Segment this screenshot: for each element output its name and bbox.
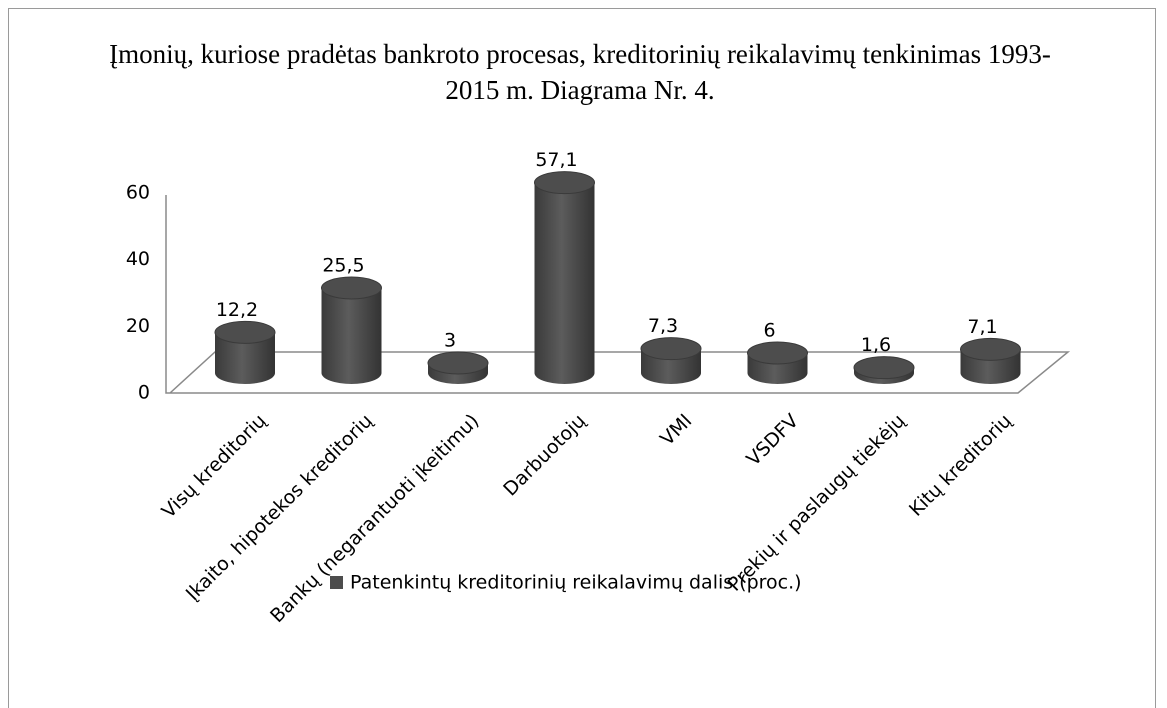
x-tick-label: Prekių ir paslaugų tiekėjų — [724, 410, 910, 596]
cylinder-top — [853, 356, 915, 380]
value-label: 57,1 — [535, 149, 577, 171]
chart-frame — [8, 8, 1156, 708]
cylinder-top — [534, 171, 595, 195]
value-label: 25,5 — [322, 255, 364, 277]
x-tick-label: Darbuotojų — [499, 410, 590, 501]
legend-label: Patenkintų kreditorinių reikalavimų dali… — [350, 572, 802, 594]
cylinder-top — [321, 276, 382, 300]
value-label: 3 — [444, 330, 456, 352]
y-tick-label: 60 — [126, 182, 150, 204]
cylinder-body — [534, 182, 595, 384]
value-label: 6 — [763, 320, 775, 342]
cylinder-body — [215, 332, 275, 384]
x-tick-label: VSDFV — [742, 410, 803, 471]
cylinder-top — [747, 341, 808, 365]
value-label: 12,2 — [216, 299, 258, 321]
x-tick-label: Įkaito, hipotekos kreditorių — [182, 410, 377, 605]
legend-swatch — [330, 576, 343, 589]
y-tick-label: 40 — [126, 248, 150, 270]
value-label: 7,3 — [648, 315, 678, 337]
value-label: 7,1 — [967, 316, 997, 338]
value-label: 1,6 — [861, 334, 891, 356]
y-tick-label: 0 — [138, 382, 150, 404]
cylinder-top — [640, 337, 702, 361]
cylinder-top — [214, 320, 276, 344]
cylinder-body — [321, 288, 382, 384]
x-tick-label: Bankų (negarantuoti įkeitimu) — [266, 410, 483, 627]
x-tick-label: Visų kreditorių — [158, 410, 271, 523]
chart-title: Įmonių, kuriose pradėtas bankroto proces… — [109, 39, 1051, 105]
x-tick-label: Kitų kreditorių — [905, 410, 1016, 521]
y-tick-label: 20 — [126, 315, 150, 337]
floor — [165, 195, 1071, 394]
x-tick-label: VMI — [656, 410, 696, 450]
cylinder-top — [960, 337, 1021, 361]
cylinder-top — [427, 351, 489, 375]
